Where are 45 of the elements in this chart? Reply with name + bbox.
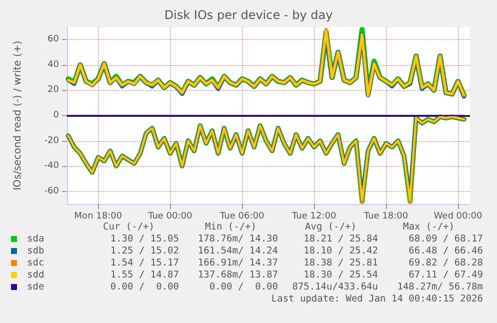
text: 66.48 / 66.46	[408, 246, 484, 256]
text: 166.91m/ 14.37	[198, 258, 278, 268]
y-tick-label: 60	[48, 34, 60, 45]
text: Max (-/+)	[403, 222, 454, 232]
legend-label: sdd	[27, 270, 44, 280]
text: 137.68m/ 13.87	[198, 270, 278, 280]
legend-label: sdc	[27, 258, 44, 268]
text: Avg (-/+)	[305, 222, 356, 232]
y-tick-label: 40	[48, 60, 60, 70]
y-axis-title: IOs/second read (-) / write (+)	[12, 40, 24, 190]
legend-label: sdb	[27, 246, 44, 256]
legend-label: sde	[27, 282, 44, 292]
text: 18.10 / 25.42	[304, 246, 378, 256]
text: 18.38 / 25.81	[304, 258, 378, 268]
text: 67.11 / 67.49	[408, 270, 484, 280]
y-tick-label: 0	[53, 110, 60, 120]
text: 1.55 / 14.87	[110, 270, 179, 280]
text: 1.54 / 15.17	[110, 258, 179, 268]
text: 69.82 / 68.28	[408, 258, 484, 268]
text: 1.30 / 15.05	[110, 234, 179, 244]
legend-label: sda	[27, 234, 44, 244]
text: 18.21 / 25.84	[304, 234, 378, 244]
x-tick-label: Tue 18:00	[362, 212, 408, 222]
text: 178.76m/ 14.30	[198, 234, 278, 244]
x-tick-label: Tue 12:00	[290, 212, 336, 222]
text: 0.00 / 0.00	[209, 282, 278, 292]
text: 875.14u/433.64u	[292, 282, 378, 292]
y-tick-label: -60	[44, 186, 60, 196]
y-tick-label: -40	[44, 161, 60, 172]
text: Cur (-/+)	[103, 222, 154, 232]
x-tick-label: Tue 00:00	[147, 212, 193, 222]
text: 1.25 / 15.02	[110, 246, 179, 256]
x-tick-label: Mon 18:00	[74, 212, 122, 222]
x-tick-label: Wed 00:00	[434, 212, 482, 222]
y-tick-label: 20	[48, 85, 60, 96]
text: 148.27m/ 56.78m	[397, 282, 484, 292]
text: Last update: Wed Jan 14 00:40:15 2026	[271, 294, 484, 304]
text: 161.54m/ 14.24	[198, 246, 278, 256]
text: 18.30 / 25.54	[304, 270, 378, 280]
text: 68.09 / 68.17	[408, 234, 483, 244]
text: Min (-/+)	[205, 222, 256, 232]
text: 0.00 / 0.00	[110, 282, 180, 292]
chart-title: Disk IOs per device - by day	[164, 8, 333, 22]
y-tick-label: -20	[44, 136, 60, 146]
x-tick-label: Tue 06:00	[219, 212, 264, 222]
